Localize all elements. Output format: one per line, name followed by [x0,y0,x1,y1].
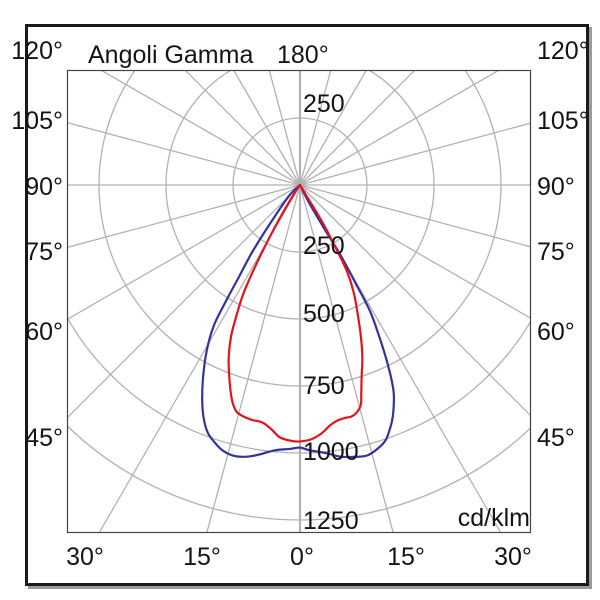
radial-value-label-750: 750 [303,372,345,400]
gamma-label-right-60: 60° [537,318,575,346]
gamma-label-left-90: 90° [25,173,63,201]
gamma-label-left-105: 105° [11,107,63,135]
gamma-label-180: 180° [277,41,329,69]
radial-value-label-250: 250 [303,232,345,260]
radial-value-label-1000: 1000 [303,438,359,466]
radial-value-label-1250: 1250 [303,507,359,535]
gamma-label-left-120: 120° [11,37,63,65]
bottom-angle-label-15L: 15° [183,543,221,571]
bottom-angle-label-30L: 30° [66,543,104,571]
chart-title: Angoli Gamma [88,41,254,69]
bottom-angle-label-0: 0° [290,543,314,571]
gamma-label-right-90: 90° [537,173,575,201]
curve-blue [201,183,396,459]
radial-value-label-500: 500 [303,300,345,328]
outer-frame [25,24,589,586]
gamma-label-left-75: 75° [25,238,63,266]
bottom-angle-label-30R: 30° [494,543,532,571]
gamma-label-left-60: 60° [25,318,63,346]
gamma-label-right-105: 105° [537,107,589,135]
gamma-label-right-45: 45° [537,424,575,452]
curve-red [227,183,364,443]
gamma-label-right-75: 75° [537,238,575,266]
bottom-angle-label-15R: 15° [387,543,425,571]
radial-value-label-250-top: 250 [303,90,345,118]
gamma-label-right-120: 120° [537,37,589,65]
unit-label: cd/klm [457,504,530,532]
gamma-label-left-45: 45° [25,424,63,452]
